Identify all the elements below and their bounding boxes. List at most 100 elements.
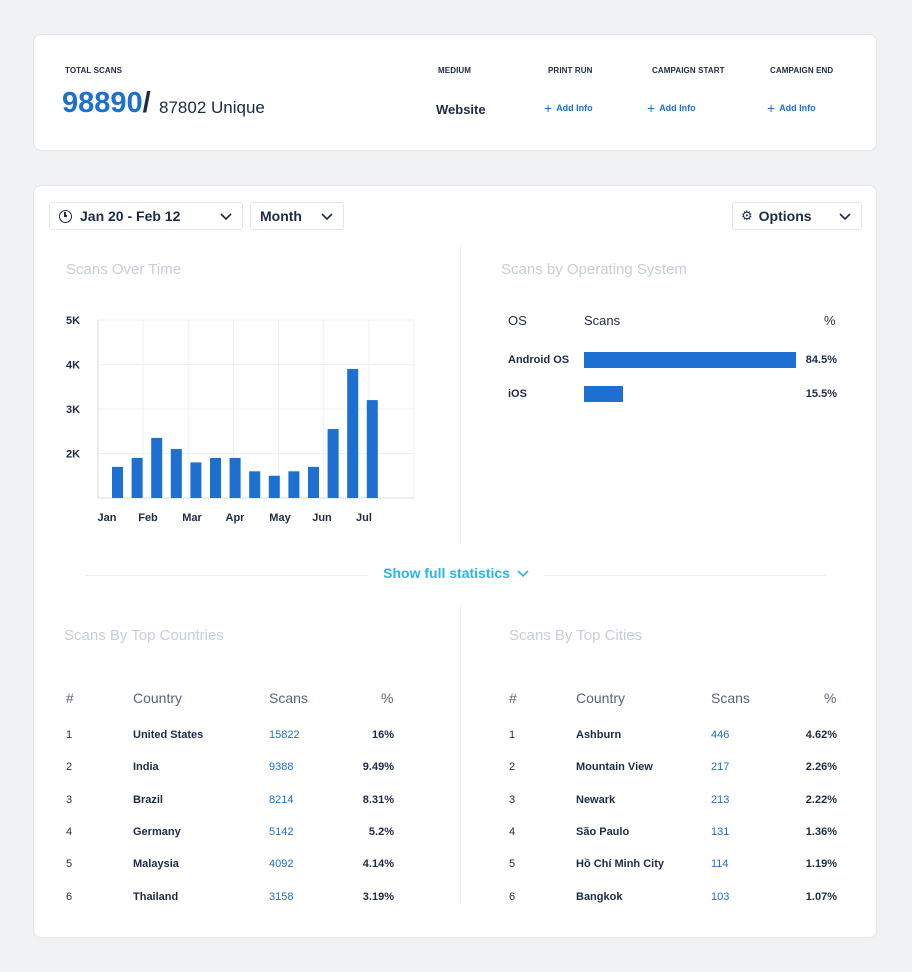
bar[interactable] [288, 471, 300, 498]
medium-label: MEDIUM [438, 66, 472, 75]
y-tick-label: 5K [66, 315, 80, 327]
cities-pct-cell: 1.07% [805, 890, 837, 903]
cities-scans-cell[interactable]: 446 [711, 729, 730, 741]
countries-scans-cell[interactable]: 8214 [269, 793, 294, 806]
countries-name-cell: Thailand [133, 890, 179, 903]
countries-pct-cell: 5.2% [368, 825, 394, 838]
bar[interactable] [190, 462, 202, 498]
os-header-os: OS [508, 313, 527, 328]
cities-rank-cell: 2 [509, 761, 516, 774]
bar[interactable] [366, 400, 378, 498]
chevron-down-icon [839, 213, 851, 221]
countries-scans-cell[interactable]: 15822 [269, 729, 300, 741]
countries-pct-cell: 8.31% [362, 793, 394, 806]
total-scans-slash: / [142, 87, 151, 119]
countries-name-cell: Germany [133, 825, 181, 838]
cities-rank-cell: 5 [509, 858, 516, 871]
cities-pct-cell: 1.19% [805, 858, 837, 871]
cities-rank-cell: 4 [509, 825, 516, 838]
bar[interactable] [210, 457, 221, 498]
plus-icon: + [544, 100, 553, 116]
statistics-card: Jan 20 - Feb 12 Month ⚙ Options Scans Ov… [33, 185, 877, 938]
countries-header-country: Country [133, 690, 183, 706]
campaign-end-label: CAMPAIGN END [770, 66, 834, 75]
divider-right [544, 575, 826, 576]
chevron-down-icon [220, 213, 232, 221]
cities-name-cell: Bangkok [576, 890, 623, 903]
os-header-pct: % [824, 313, 836, 328]
scans-over-time-chart: 2K 3K 4K 5K Jan Feb Mar Apr May Jun Jul [66, 315, 415, 524]
countries-rank-cell: 6 [66, 890, 73, 903]
cities-header-scans: Scans [711, 690, 750, 706]
clock-icon [59, 209, 72, 223]
date-range-dropdown[interactable]: Jan 20 - Feb 12 [49, 202, 243, 230]
cities-scans-cell[interactable]: 131 [711, 825, 730, 838]
cities-scans-cell[interactable]: 103 [711, 890, 730, 903]
campaign-start-add-info-button[interactable]: + Add Info [647, 100, 696, 116]
cities-name-cell: Ashburn [576, 729, 622, 741]
countries-header-scans: Scans [269, 690, 308, 706]
y-tick-label: 3K [66, 404, 80, 416]
chevron-down-icon [517, 570, 529, 578]
bar[interactable] [112, 466, 123, 498]
countries-pct-cell: 9.49% [362, 761, 394, 774]
countries-name-cell: Brazil [133, 793, 163, 806]
countries-pct-cell: 16% [371, 729, 394, 741]
countries-rank-cell: 1 [66, 729, 73, 741]
chevron-down-icon [321, 213, 333, 221]
bar[interactable] [131, 457, 143, 498]
countries-rank-cell: 4 [66, 825, 73, 838]
options-label: Options [758, 208, 812, 224]
bar[interactable] [327, 429, 339, 498]
countries-pct-cell: 4.14% [362, 858, 394, 871]
countries-header-rank: # [66, 690, 74, 706]
show-full-statistics-link[interactable]: Show full statistics [34, 565, 878, 581]
countries-rank-cell: 2 [66, 761, 73, 774]
total-scans-number: 98890 [62, 87, 143, 119]
cities-name-cell: São Paulo [576, 825, 630, 838]
add-info-label: Add Info [779, 103, 816, 113]
plus-icon: + [767, 100, 776, 116]
scans-over-time-title: Scans Over Time [66, 261, 182, 278]
bar[interactable] [151, 437, 163, 498]
countries-scans-cell[interactable]: 3158 [269, 890, 294, 903]
summary-card: TOTAL SCANS 98890/ 87802 Unique MEDIUM W… [33, 34, 877, 151]
bar[interactable] [347, 368, 359, 498]
countries-name-cell: India [133, 761, 159, 774]
options-dropdown[interactable]: ⚙ Options [732, 202, 862, 230]
countries-scans-cell[interactable]: 9388 [269, 761, 294, 774]
countries-scans-cell[interactable]: 4092 [269, 858, 294, 871]
cities-scans-cell[interactable]: 217 [711, 761, 730, 774]
period-dropdown[interactable]: Month [250, 202, 344, 230]
y-tick-label: 2K [66, 449, 80, 461]
campaign-end-add-info-button[interactable]: + Add Info [767, 100, 816, 116]
bar[interactable] [268, 475, 280, 498]
cities-scans-cell[interactable]: 114 [711, 858, 729, 871]
add-info-label: Add Info [659, 103, 696, 113]
divider-left [86, 575, 368, 576]
cities-pct-cell: 2.22% [805, 793, 837, 806]
campaign-start-label: CAMPAIGN START [652, 66, 725, 75]
bar[interactable] [249, 471, 261, 498]
os-header-scans: Scans [584, 313, 621, 328]
gear-icon: ⚙ [741, 208, 753, 223]
countries-pct-cell: 3.19% [362, 890, 394, 903]
cities-name-cell: Mountain View [576, 761, 653, 774]
x-tick-label: Jul [356, 512, 372, 524]
x-tick-label: May [269, 512, 291, 524]
countries-rank-cell: 3 [66, 793, 73, 806]
x-tick-label: Apr [226, 512, 246, 524]
date-range-label: Jan 20 - Feb 12 [80, 208, 181, 224]
cities-name-cell: Hồ Chí Minh City [576, 858, 664, 871]
cities-scans-cell[interactable]: 213 [711, 793, 730, 806]
print-run-label: PRINT RUN [548, 66, 593, 75]
countries-scans-cell[interactable]: 5142 [269, 825, 294, 838]
countries-header-pct: % [381, 690, 394, 706]
plus-icon: + [647, 100, 656, 116]
bar[interactable] [170, 449, 182, 498]
total-scans-value: 98890/ [62, 87, 151, 120]
bar[interactable] [308, 466, 319, 498]
bar[interactable] [229, 457, 241, 498]
print-run-add-info-button[interactable]: + Add Info [544, 100, 593, 116]
cities-rank-cell: 6 [509, 890, 516, 903]
